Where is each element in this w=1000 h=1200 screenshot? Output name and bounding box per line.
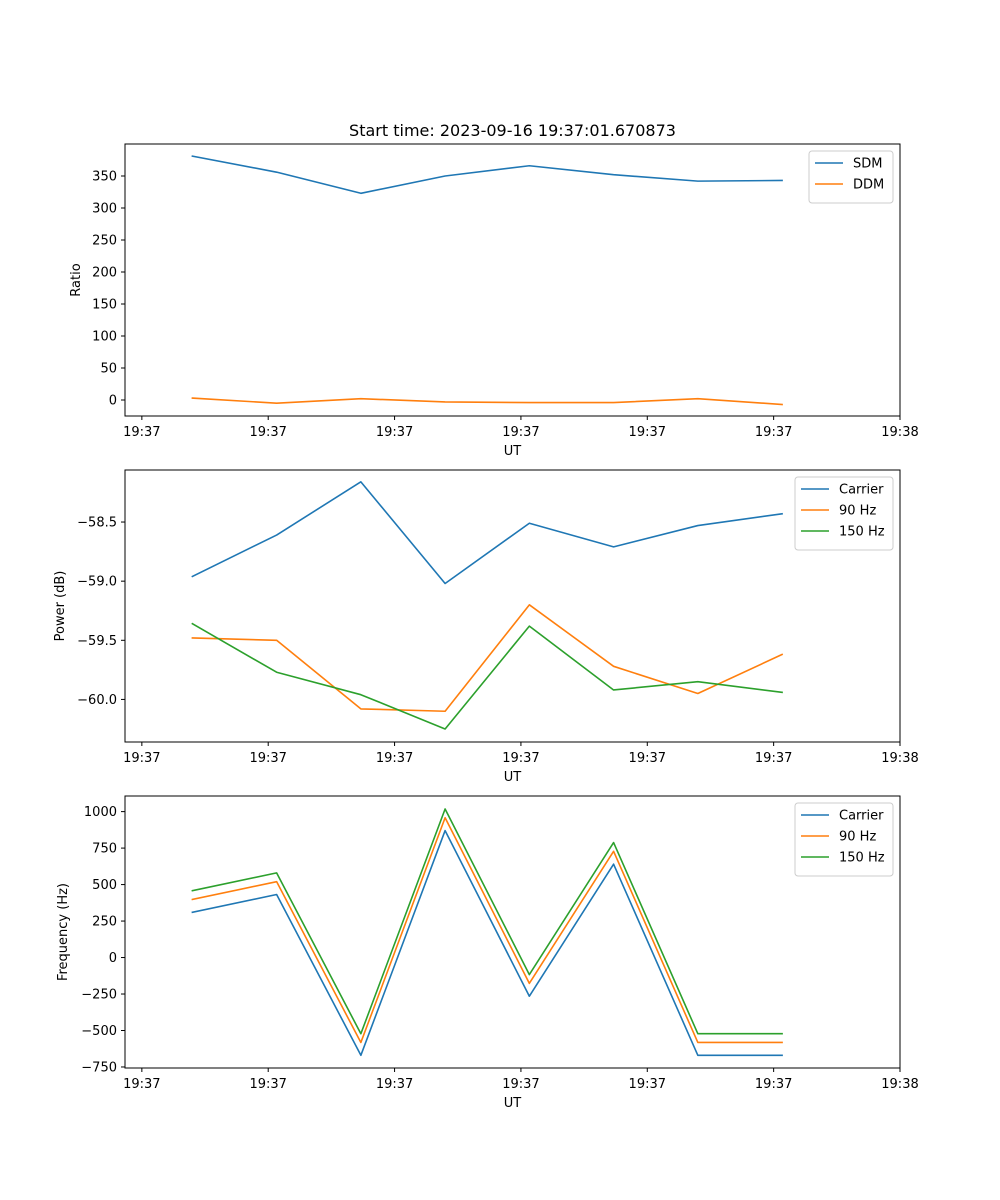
ratio-series-ddm-line [191,397,783,406]
power-x-tick-label: 19:37 [123,751,160,766]
frequency-axes-frame [124,795,901,1069]
ratio-y-tick-label: 50 [100,362,117,377]
ratio-panel: 19:37 19:37 19:37 19:37 19:37 19:37 19:38 0 50 10… [69,121,919,459]
ratio-x-tick-label: 19:38 [881,425,918,440]
power-x-tick-label: 19:37 [629,751,666,766]
frequency-x-tick-label: 19:37 [502,1077,539,1092]
frequency-x-tick-label: 19:37 [376,1077,413,1092]
frequency-x-tick-label: 19:37 [755,1077,792,1092]
frequency-x-axis-label: UT [504,1096,522,1111]
power-y-tick-label: −59.0 [77,575,117,590]
power-panel: 19:37 19:37 19:37 19:37 19:37 19:37 19:38 −60.0… [53,469,919,785]
frequency-series-150-hz-line [191,808,783,1035]
power-x-tick-label: 19:37 [502,751,539,766]
frequency-x-tick-label: 19:37 [249,1077,286,1092]
frequency-y-tick-label: 1000 [84,805,117,820]
power-series-150-hz-line [191,622,783,730]
ratio-legend-box [808,150,894,204]
frequency-y-tick-label: −750 [81,1060,117,1075]
power-legend-label-90-hz: 90 Hz [839,504,876,519]
ratio-legend-label-sdm: SDM [853,157,882,172]
ratio-x-tick-label: 19:37 [376,425,413,440]
power-x-axis-label: UT [504,770,522,785]
frequency-y-tick-label: −250 [81,988,117,1003]
power-x-tick-label: 19:37 [249,751,286,766]
ratio-series-sdm-line [191,155,783,195]
ratio-x-tick-label: 19:37 [629,425,666,440]
frequency-y-tick-label: −500 [81,1024,117,1039]
power-x-tick-label: 19:37 [755,751,792,766]
frequency-y-axis-label: Frequency (Hz) [56,883,71,981]
frequency-series-carrier-line [191,829,783,1057]
frequency-y-tick-label: 750 [92,842,117,857]
frequency-y-tick-label: 250 [92,915,117,930]
ratio-x-tick-label: 19:37 [123,425,160,440]
frequency-panel: 19:37 19:37 19:37 19:37 19:37 19:37 19:38 −750 −… [56,795,919,1111]
frequency-legend-label-150-hz: 150 Hz [839,851,885,866]
ratio-x-tick-label: 19:37 [502,425,539,440]
power-x-tick-label: 19:37 [376,751,413,766]
power-legend-label-150-hz: 150 Hz [839,525,885,540]
frequency-series-90-hz-line [191,816,783,1044]
power-y-tick-label: −58.5 [77,516,117,531]
power-series-90-hz-line [191,604,784,713]
ratio-y-tick-label: 250 [92,234,117,249]
ratio-y-tick-label: 100 [92,330,117,345]
ratio-chart-title: Start time: 2023-09-16 19:37:01.670873 [349,121,676,140]
frequency-legend-label-carrier: Carrier [839,809,884,824]
ratio-y-axis-label: Ratio [69,263,84,296]
ratio-y-tick-label: 0 [109,394,117,409]
power-y-axis-label: Power (dB) [53,571,68,642]
ratio-y-tick-label: 300 [92,202,117,217]
power-y-tick-label: −60.0 [77,693,117,708]
ratio-y-tick-label: 150 [92,298,117,313]
power-legend: Carrier 90 Hz 150 Hz [794,476,894,551]
ratio-legend-label-ddm: DDM [853,178,884,193]
frequency-x-tick-label: 19:38 [881,1077,918,1092]
frequency-x-tick-label: 19:37 [629,1077,666,1092]
power-legend-label-carrier: Carrier [839,483,884,498]
ratio-legend: SDM DDM [808,150,894,204]
frequency-legend-label-90-hz: 90 Hz [839,830,876,845]
frequency-x-tick-label: 19:37 [123,1077,160,1092]
ratio-y-tick-label: 350 [92,170,117,185]
power-x-tick-label: 19:38 [881,751,918,766]
ratio-x-axis-label: UT [504,444,522,459]
power-axes-frame [124,469,901,743]
power-series-carrier-line [191,481,783,585]
ratio-x-tick-label: 19:37 [755,425,792,440]
ratio-x-tick-label: 19:37 [249,425,286,440]
frequency-legend: Carrier 90 Hz 150 Hz [794,802,894,877]
ratio-y-tick-label: 200 [92,266,117,281]
ratio-axes-frame [124,143,901,417]
frequency-y-tick-label: 0 [109,951,117,966]
power-y-tick-label: −59.5 [77,634,117,649]
frequency-y-tick-label: 500 [92,878,117,893]
